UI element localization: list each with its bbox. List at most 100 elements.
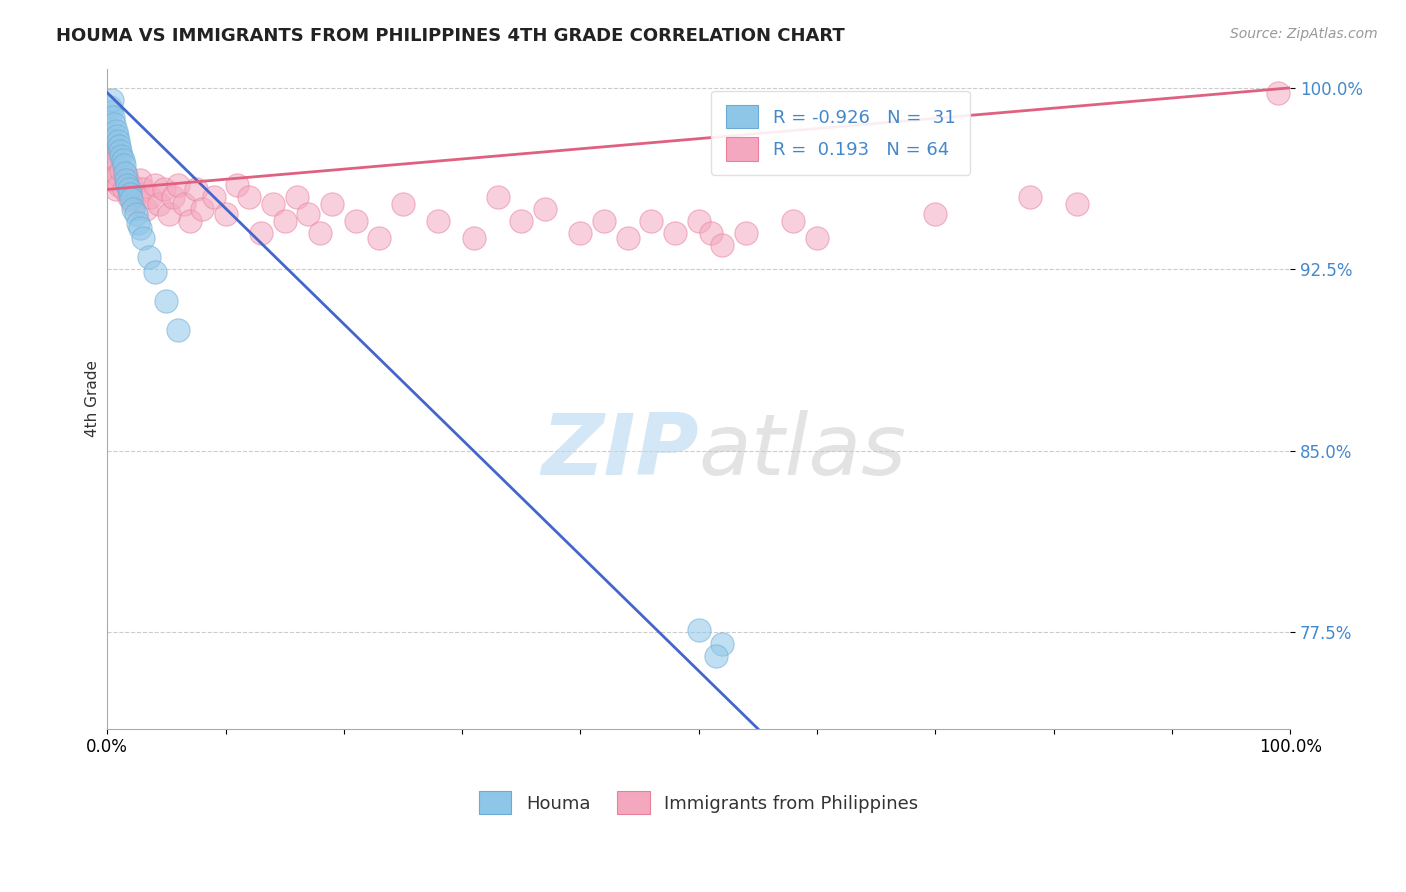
Point	[107, 168, 129, 182]
Point	[101, 134, 124, 148]
Point	[124, 206, 146, 220]
Point	[112, 158, 135, 172]
Point	[104, 182, 127, 196]
Point	[711, 238, 734, 252]
Point	[118, 187, 141, 202]
Point	[122, 197, 145, 211]
Point	[486, 190, 509, 204]
Point	[110, 163, 132, 178]
Point	[101, 173, 124, 187]
Point	[297, 206, 319, 220]
Point	[184, 182, 207, 196]
Point	[101, 110, 124, 124]
Legend: Houma, Immigrants from Philippines: Houma, Immigrants from Philippines	[471, 784, 925, 822]
Text: Source: ZipAtlas.com: Source: ZipAtlas.com	[1230, 27, 1378, 41]
Point	[262, 197, 284, 211]
Point	[103, 117, 125, 131]
Point	[117, 190, 139, 204]
Point	[125, 187, 148, 202]
Point	[226, 178, 249, 192]
Point	[1019, 190, 1042, 204]
Point	[735, 226, 758, 240]
Point	[699, 226, 721, 240]
Point	[321, 197, 343, 211]
Point	[143, 178, 166, 192]
Point	[107, 134, 129, 148]
Point	[98, 100, 121, 114]
Point	[139, 190, 162, 204]
Point	[463, 231, 485, 245]
Point	[120, 192, 142, 206]
Point	[112, 182, 135, 196]
Point	[534, 202, 557, 216]
Point	[117, 178, 139, 192]
Point	[688, 623, 710, 637]
Point	[510, 214, 533, 228]
Point	[664, 226, 686, 240]
Point	[98, 158, 121, 172]
Point	[105, 129, 128, 144]
Point	[238, 190, 260, 204]
Point	[115, 173, 138, 187]
Point	[309, 226, 332, 240]
Point	[105, 153, 128, 168]
Point	[135, 202, 157, 216]
Point	[782, 214, 804, 228]
Point	[111, 153, 134, 168]
Point	[101, 93, 124, 107]
Point	[143, 265, 166, 279]
Point	[100, 105, 122, 120]
Point	[924, 206, 946, 220]
Point	[129, 221, 152, 235]
Point	[110, 144, 132, 158]
Point	[153, 182, 176, 196]
Point	[706, 649, 728, 664]
Point	[593, 214, 616, 228]
Point	[103, 141, 125, 155]
Text: HOUMA VS IMMIGRANTS FROM PHILIPPINES 4TH GRADE CORRELATION CHART: HOUMA VS IMMIGRANTS FROM PHILIPPINES 4TH…	[56, 27, 845, 45]
Point	[427, 214, 450, 228]
Point	[117, 182, 139, 196]
Point	[214, 206, 236, 220]
Point	[1066, 197, 1088, 211]
Point	[202, 190, 225, 204]
Point	[640, 214, 662, 228]
Text: ZIP: ZIP	[541, 410, 699, 493]
Point	[115, 168, 138, 182]
Point	[138, 250, 160, 264]
Point	[179, 214, 201, 228]
Point	[285, 190, 308, 204]
Point	[173, 197, 195, 211]
Point	[104, 124, 127, 138]
Point	[569, 226, 592, 240]
Point	[250, 226, 273, 240]
Point	[368, 231, 391, 245]
Point	[114, 165, 136, 179]
Point	[132, 231, 155, 245]
Point	[157, 206, 180, 220]
Point	[122, 202, 145, 216]
Point	[132, 182, 155, 196]
Point	[688, 214, 710, 228]
Point	[120, 178, 142, 192]
Point	[108, 139, 131, 153]
Point	[711, 637, 734, 651]
Point	[191, 202, 214, 216]
Point	[148, 197, 170, 211]
Point	[1267, 86, 1289, 100]
Point	[155, 293, 177, 308]
Point	[162, 190, 184, 204]
Point	[167, 178, 190, 192]
Point	[167, 323, 190, 337]
Point	[616, 231, 638, 245]
Point	[110, 148, 132, 162]
Point	[100, 148, 122, 162]
Point	[806, 231, 828, 245]
Point	[392, 197, 415, 211]
Point	[129, 173, 152, 187]
Point	[273, 214, 295, 228]
Y-axis label: 4th Grade: 4th Grade	[86, 360, 100, 437]
Point	[344, 214, 367, 228]
Text: atlas: atlas	[699, 410, 907, 493]
Point	[127, 216, 149, 230]
